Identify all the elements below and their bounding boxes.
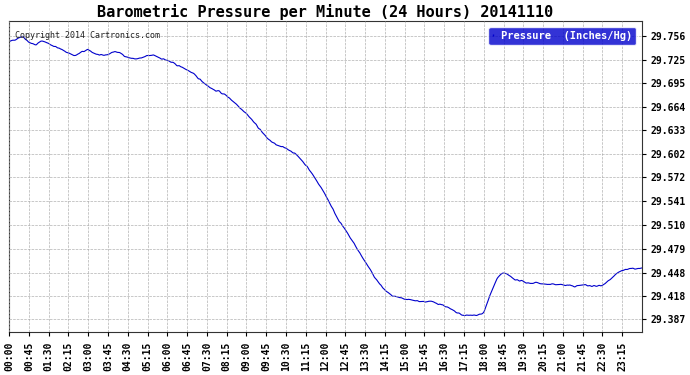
Title: Barometric Pressure per Minute (24 Hours) 20141110: Barometric Pressure per Minute (24 Hours… (97, 4, 553, 20)
Legend: Pressure  (Inches/Hg): Pressure (Inches/Hg) (489, 27, 636, 45)
Text: Copyright 2014 Cartronics.com: Copyright 2014 Cartronics.com (15, 31, 161, 40)
